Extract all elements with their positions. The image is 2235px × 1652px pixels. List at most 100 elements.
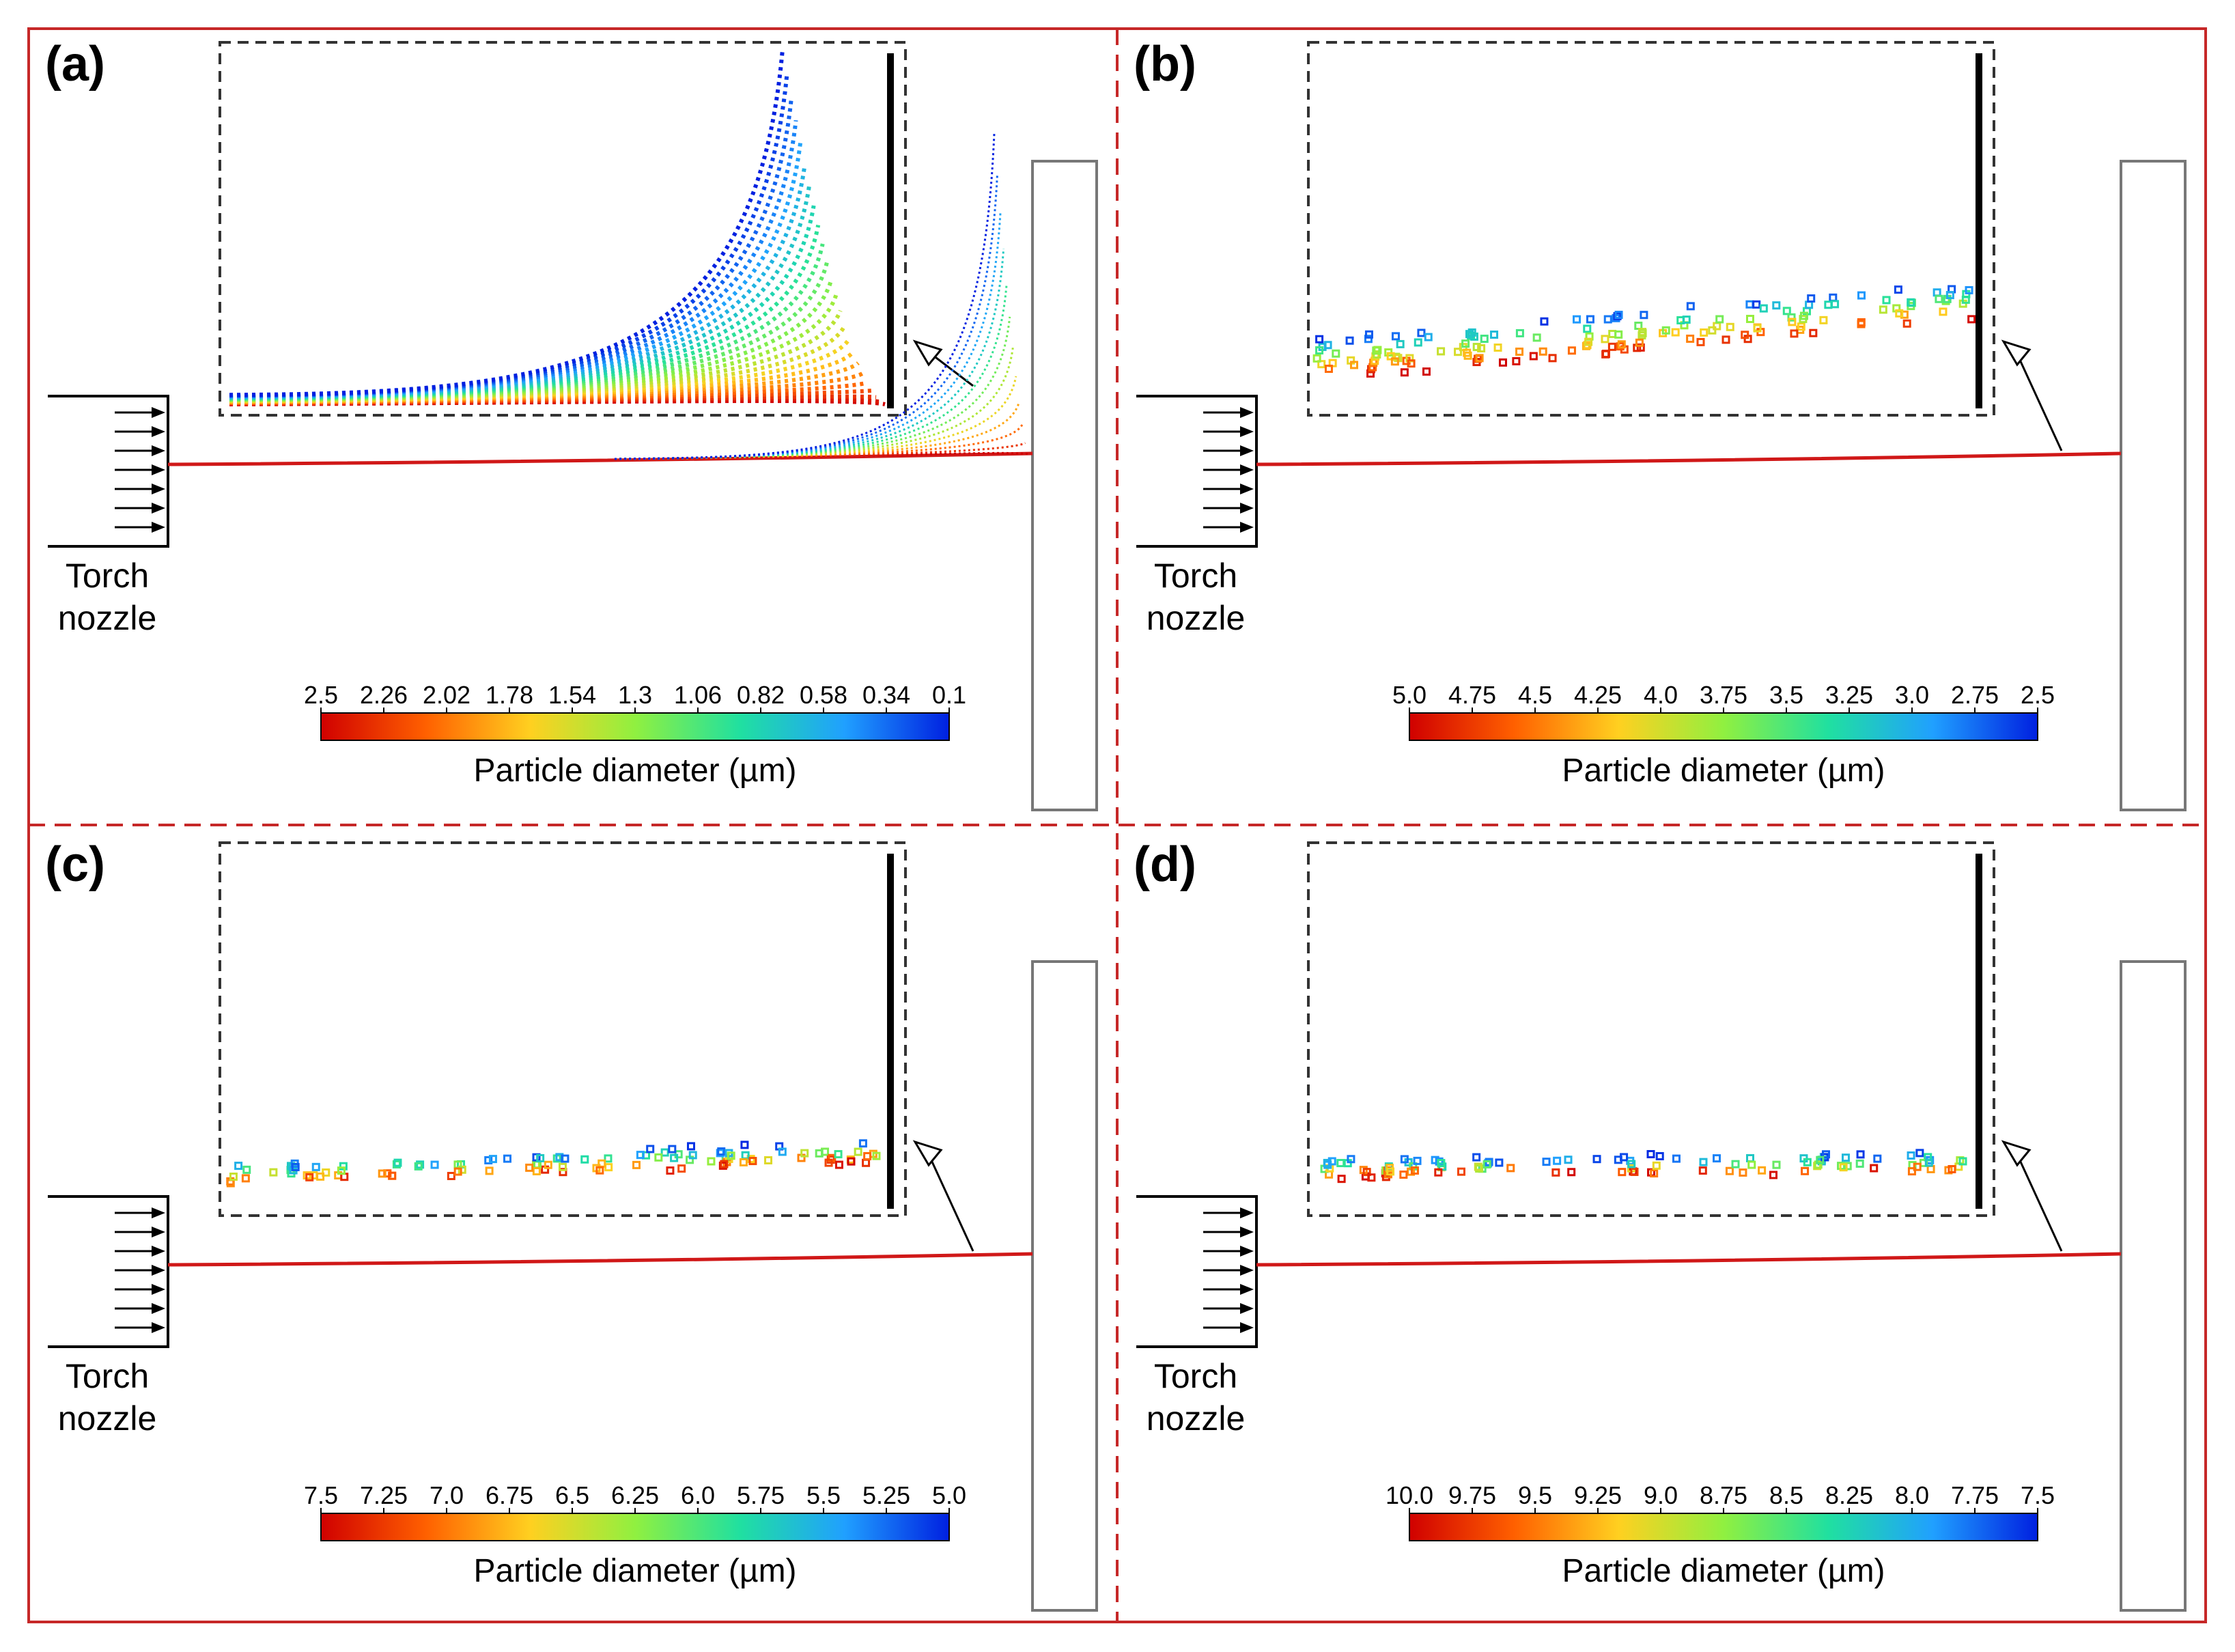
arrow-head-icon	[152, 1284, 165, 1295]
particle-marker	[316, 1172, 325, 1181]
particle-marker	[1803, 1158, 1812, 1166]
main-trajectory-line	[614, 173, 999, 460]
colorbar-gradient	[320, 712, 950, 741]
particle-marker	[1515, 347, 1524, 356]
particle-marker	[1463, 348, 1472, 357]
particle-marker	[1529, 352, 1538, 361]
trajectory-line	[229, 397, 882, 406]
particle-marker	[1894, 285, 1902, 294]
particle-marker	[1422, 367, 1431, 376]
trajectory-line	[229, 73, 789, 397]
particle-marker	[1640, 311, 1648, 320]
nozzle-label-line2: nozzle	[1147, 599, 1246, 637]
colorbar-tick-label: 6.5	[555, 1481, 589, 1509]
particle-marker	[242, 1165, 251, 1174]
colorbar-tick-label: 2.26	[360, 681, 408, 709]
particle-marker	[1801, 1166, 1810, 1175]
particle-marker	[414, 1162, 423, 1171]
particle-marker	[1601, 350, 1610, 359]
colorbar-gradient	[1409, 712, 2038, 741]
particle-beam	[1256, 451, 2122, 466]
particle-marker	[1410, 1166, 1419, 1175]
particle-marker	[1399, 1171, 1408, 1179]
colorbar-tick-label: 7.0	[430, 1481, 464, 1509]
colorbar-tick-label: 7.75	[1951, 1481, 1999, 1509]
arrow-head-icon	[152, 1207, 165, 1218]
particle-marker	[1472, 343, 1481, 352]
particle-marker	[1472, 1153, 1481, 1162]
particle-marker	[1454, 348, 1463, 356]
particle-marker	[1386, 1167, 1395, 1176]
colorbar-tick-label: 1.3	[618, 681, 652, 709]
particle-marker	[1490, 331, 1499, 339]
particle-marker	[1759, 304, 1768, 313]
particle-marker	[1400, 368, 1409, 377]
arrow-head-icon	[152, 445, 165, 456]
arrow-head-icon	[152, 1227, 165, 1237]
particle-marker	[1671, 328, 1680, 337]
particle-marker	[1538, 347, 1547, 356]
particle-marker	[485, 1166, 494, 1175]
colorbar-tick-label: 4.0	[1644, 681, 1678, 709]
colorbar-tick-label: 2.02	[423, 681, 470, 709]
particle-marker	[1332, 349, 1340, 358]
particle-marker	[1758, 1166, 1767, 1175]
particle-marker	[544, 1160, 552, 1169]
particle-marker	[234, 1162, 243, 1171]
particle-marker	[1855, 1159, 1864, 1168]
particle-marker	[1799, 311, 1808, 320]
arrow-head-icon	[152, 503, 165, 514]
particle-marker	[739, 1158, 748, 1166]
particle-marker	[1809, 328, 1818, 337]
particle-marker	[686, 1142, 695, 1151]
particle-marker	[863, 1152, 872, 1161]
colorbar-tick-label: 9.75	[1448, 1481, 1496, 1509]
panels: (a) Torch nozzle 2.5 2.26 2.02 1.78 1.54 1.3 1.06…	[45, 37, 2187, 1612]
colorbar-tick-label: 3.5	[1769, 681, 1803, 709]
particle-marker	[1607, 342, 1616, 351]
arrow-head-icon	[152, 464, 165, 475]
colorbar-tick-label: 1.54	[548, 681, 596, 709]
particle-marker	[1617, 340, 1626, 349]
trajectory-line	[229, 399, 886, 406]
particle-marker	[1364, 335, 1373, 344]
arrow-head-icon	[1240, 426, 1254, 437]
particle-marker	[311, 1162, 320, 1171]
particle-marker	[1367, 1173, 1376, 1182]
particle-marker	[1618, 1168, 1627, 1177]
particle-marker	[1682, 316, 1691, 324]
colorbar: 7.5 7.25 7.0 6.75 6.5 6.25 6.0 5.75 5.5 5.25 5.0 Pa…	[304, 1481, 966, 1589]
particle-marker	[1586, 315, 1594, 324]
particle-marker	[1635, 338, 1644, 347]
particle-marker	[558, 1162, 567, 1171]
particle-marker	[872, 1151, 881, 1160]
particle-marker	[717, 1147, 726, 1156]
colorbar-tick-label: 3.25	[1825, 681, 1873, 709]
particle-marker	[1935, 294, 1943, 303]
particle-marker	[1315, 346, 1324, 355]
particle-marker	[416, 1160, 425, 1169]
particle-marker	[858, 1139, 867, 1148]
particle-marker	[1437, 347, 1446, 356]
particle-marker	[378, 1169, 386, 1178]
particle-marker	[1805, 300, 1814, 309]
panel-label: (a)	[45, 37, 105, 92]
particle-marker	[1939, 307, 1948, 316]
colorbar-tick-label: 2.75	[1951, 681, 1999, 709]
arrow-head-icon	[1240, 407, 1254, 418]
substrate	[2120, 960, 2187, 1612]
colorbar-tick-label: 8.0	[1895, 1481, 1929, 1509]
particle-marker	[1686, 334, 1695, 343]
zoom-inset	[219, 841, 907, 1217]
arrow-head-icon	[1240, 1284, 1254, 1295]
particle-marker	[1699, 1158, 1708, 1166]
particle-marker	[1907, 1151, 1915, 1160]
figure-frame	[27, 27, 2207, 1623]
particle-marker	[1498, 358, 1507, 367]
torch-nozzle	[48, 395, 169, 548]
colorbar-tick-label: 9.5	[1518, 1481, 1552, 1509]
particle-marker	[580, 1155, 589, 1164]
particle-marker	[1506, 1164, 1515, 1173]
trajectory-line	[229, 380, 868, 405]
particle-marker	[1515, 328, 1524, 337]
